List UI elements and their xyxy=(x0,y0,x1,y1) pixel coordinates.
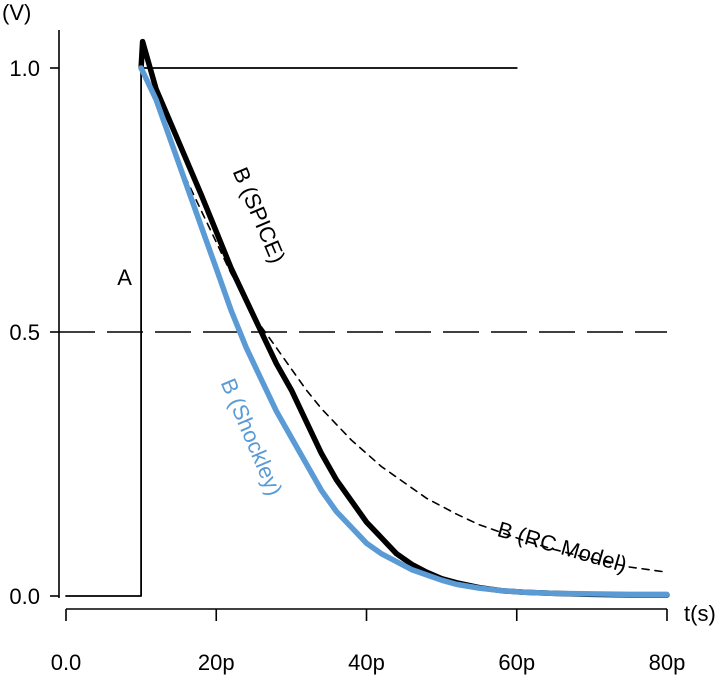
y-tick-label: 1.0 xyxy=(9,56,40,81)
x-tick-label: 0.0 xyxy=(51,650,82,675)
annotation-b-shockley: B (Shockley) xyxy=(216,375,288,500)
x-axis-label: t(s) xyxy=(684,601,716,626)
x-tick-label: 60p xyxy=(498,650,535,675)
axes xyxy=(50,30,668,621)
series-lines xyxy=(65,38,670,598)
series-line-b-shockley xyxy=(138,65,670,598)
x-tick-label: 80p xyxy=(649,650,686,675)
annotation-b-rc-model: B (RC Model) xyxy=(495,516,630,577)
series-line-b-rc-model xyxy=(140,67,668,574)
x-tick-label: 40p xyxy=(348,650,385,675)
series-line-a xyxy=(65,67,518,597)
y-tick-label: 0.5 xyxy=(9,320,40,345)
x-tick-label: 20p xyxy=(198,650,235,675)
y-axis-label: (V) xyxy=(2,0,31,25)
tick-labels: 0.0 0.5 1.0 0.0 20p 40p 60p 80p xyxy=(9,56,685,675)
y-tick-label: 0.0 xyxy=(9,584,40,609)
annotation-b-spice: B (SPICE) xyxy=(228,164,291,267)
series-line-b-spice xyxy=(138,38,670,598)
annotation-a: A xyxy=(117,265,132,290)
annotations: A B (SPICE) B (Shockley) B (RC Model) xyxy=(117,164,630,578)
